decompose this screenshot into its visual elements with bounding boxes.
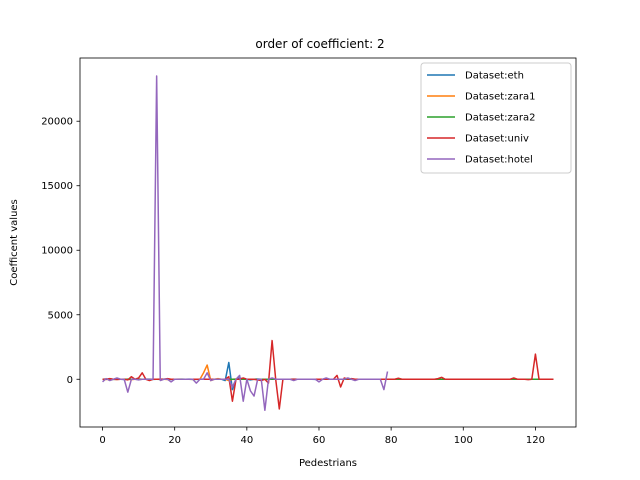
series-line-4 xyxy=(102,75,389,411)
x-tick-label: 20 xyxy=(168,435,181,446)
plot-frame xyxy=(79,57,577,428)
x-axis-label: Pedestrians xyxy=(299,458,357,469)
y-tick-label: 15000 xyxy=(41,181,73,192)
x-tick-label: 60 xyxy=(313,435,326,446)
y-tick-label: 10000 xyxy=(41,246,73,257)
plot-series xyxy=(102,75,554,411)
y-tick-label: 0 xyxy=(67,375,73,386)
x-tick-label: 120 xyxy=(526,435,545,446)
legend-label: Dataset:univ xyxy=(465,134,529,145)
y-tick-label: 5000 xyxy=(48,310,73,321)
x-axis-ticks: 0 20 40 60 80 100 120 xyxy=(99,427,545,446)
legend-label: Dataset:eth xyxy=(465,71,524,82)
y-tick-label: 20000 xyxy=(41,117,73,128)
x-tick-label: 100 xyxy=(454,435,473,446)
chart-title: order of coefficient: 2 xyxy=(255,37,384,51)
y-axis-ticks: 0 5000 10000 15000 20000 xyxy=(41,117,80,386)
legend-label: Dataset:zara2 xyxy=(465,113,536,124)
legend-box xyxy=(420,62,572,174)
y-axis-label: Coefficent values xyxy=(9,199,20,286)
legend-label: Dataset:zara1 xyxy=(465,92,536,103)
x-tick-label: 0 xyxy=(99,435,105,446)
x-tick-label: 40 xyxy=(240,435,253,446)
legend-label: Dataset:hotel xyxy=(465,155,533,166)
x-tick-label: 80 xyxy=(385,435,398,446)
legend: Dataset:eth Dataset:zara1 Dataset:zara2 Dat… xyxy=(420,62,572,174)
